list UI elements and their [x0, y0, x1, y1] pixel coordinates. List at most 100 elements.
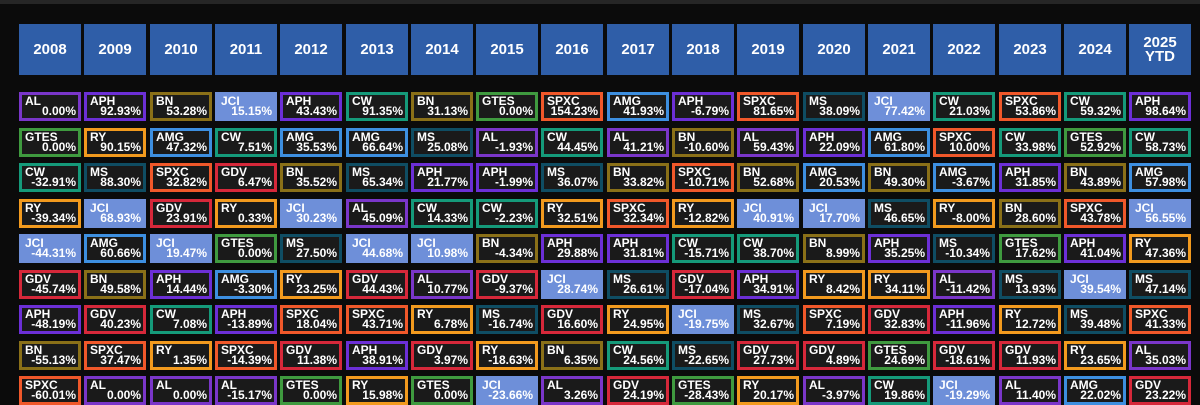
return-cell: CW 24.56% — [607, 341, 669, 370]
return-cell: APH -48.19% — [19, 305, 81, 334]
return-cell: JCI -19.29% — [933, 376, 995, 405]
ticker-label: APH — [221, 307, 247, 321]
ticker-label: MS — [939, 236, 957, 250]
return-cell: APH 41.04% — [1064, 234, 1126, 263]
return-value: 31.85% — [1015, 175, 1056, 189]
ticker-label: CW — [156, 307, 176, 321]
return-cell: APH 29.88% — [541, 234, 603, 263]
return-cell: AL 0.00% — [84, 376, 146, 405]
return-value: 0.00% — [41, 140, 76, 154]
column-header-6: 2014 — [411, 24, 473, 75]
return-cell: AMG -3.30% — [215, 270, 277, 299]
return-value: 41.33% — [1145, 317, 1186, 331]
return-value: 35.25% — [884, 246, 925, 260]
ticker-label: CW — [482, 201, 502, 215]
return-cell: SPXC 10.00% — [933, 128, 995, 157]
return-value: 20.53% — [819, 175, 860, 189]
ticker-label: RY — [1135, 236, 1152, 250]
return-value: 57.98% — [1145, 175, 1186, 189]
ticker-label: BN — [1070, 165, 1088, 179]
return-value: 44.45% — [557, 140, 598, 154]
ticker-label: APH — [547, 236, 573, 250]
return-cell: SPXC 43.78% — [1064, 199, 1126, 228]
ticker-label: AL — [547, 378, 563, 392]
return-cell: CW -15.71% — [672, 234, 734, 263]
ticker-label: GTES — [1005, 236, 1038, 250]
return-cell: AL -1.93% — [476, 128, 538, 157]
return-value: -23.66% — [488, 388, 533, 402]
return-value: -10.60% — [684, 140, 729, 154]
ticker-label: CW — [25, 165, 45, 179]
ticker-label: APH — [743, 272, 769, 286]
ticker-label: MS — [482, 307, 500, 321]
return-cell: BN 28.60% — [999, 199, 1061, 228]
ticker-label: BN — [417, 94, 435, 108]
return-value: 33.98% — [1015, 140, 1056, 154]
return-value: 3.97% — [433, 353, 468, 367]
return-cell: RY -39.34% — [19, 199, 81, 228]
ticker-label: RY — [874, 272, 891, 286]
return-cell: AMG 22.02% — [1064, 376, 1126, 405]
ticker-label: AMG — [90, 236, 118, 250]
return-value: 35.03% — [1145, 353, 1186, 367]
return-value: 53.86% — [1015, 104, 1056, 118]
ticker-label: JCI — [874, 94, 893, 108]
return-value: 36.07% — [557, 175, 598, 189]
return-cell: AL 0.00% — [150, 376, 212, 405]
return-value: 0.00% — [41, 104, 76, 118]
return-value: -48.19% — [31, 317, 76, 331]
ticker-label: JCI — [547, 272, 566, 286]
ticker-label: CW — [221, 130, 241, 144]
ticker-label: AL — [221, 378, 237, 392]
return-value: -15.17% — [227, 388, 272, 402]
return-value: 6.35% — [563, 353, 598, 367]
return-value: 32.51% — [557, 211, 598, 225]
ticker-label: AMG — [1135, 165, 1163, 179]
return-value: 13.93% — [1015, 282, 1056, 296]
return-cell: APH -1.99% — [476, 163, 538, 192]
return-value: 41.04% — [1080, 246, 1121, 260]
ticker-label: RY — [482, 343, 499, 357]
return-cell: SPXC 154.23% — [541, 92, 603, 121]
return-cell: BN 43.89% — [1064, 163, 1126, 192]
return-value: 0.00% — [106, 388, 141, 402]
return-cell: GTES 52.92% — [1064, 128, 1126, 157]
return-value: 35.52% — [296, 175, 337, 189]
return-value: 33.82% — [623, 175, 664, 189]
ticker-label: CW — [547, 130, 567, 144]
ticker-label: RY — [939, 201, 956, 215]
return-value: 41.21% — [623, 140, 664, 154]
return-value: 47.14% — [1145, 282, 1186, 296]
ticker-label: SPXC — [286, 307, 319, 321]
return-value: 21.03% — [949, 104, 990, 118]
return-value: 52.68% — [753, 175, 794, 189]
return-value: 43.71% — [362, 317, 403, 331]
ticker-label: MS — [547, 165, 565, 179]
return-cell: AMG 57.98% — [1129, 163, 1191, 192]
return-value: 59.43% — [753, 140, 794, 154]
return-cell: AL 45.09% — [346, 199, 408, 228]
ticker-label: AL — [809, 378, 825, 392]
return-cell: AL 10.77% — [411, 270, 473, 299]
return-cell: MS 88.30% — [84, 163, 146, 192]
ticker-label: JCI — [743, 201, 762, 215]
ticker-label: SPXC — [743, 94, 776, 108]
return-cell: MS 46.65% — [868, 199, 930, 228]
return-value: 0.00% — [172, 388, 207, 402]
return-cell: BN 33.82% — [607, 163, 669, 192]
return-cell: GDV 27.73% — [737, 341, 799, 370]
ticker-label: APH — [417, 165, 443, 179]
return-cell: RY 8.42% — [803, 270, 865, 299]
return-cell: JCI 56.55% — [1129, 199, 1191, 228]
return-value: 0.33% — [237, 211, 272, 225]
return-cell: MS 47.14% — [1129, 270, 1191, 299]
ticker-label: AL — [613, 130, 629, 144]
return-cell: APH 21.77% — [411, 163, 473, 192]
return-cell: GDV 24.19% — [607, 376, 669, 405]
ticker-label: CW — [1005, 130, 1025, 144]
return-value: 4.89% — [825, 353, 860, 367]
ticker-label: CW — [939, 94, 959, 108]
return-cell: BN 8.99% — [803, 234, 865, 263]
return-value: 16.60% — [557, 317, 598, 331]
return-value: -18.61% — [945, 353, 990, 367]
